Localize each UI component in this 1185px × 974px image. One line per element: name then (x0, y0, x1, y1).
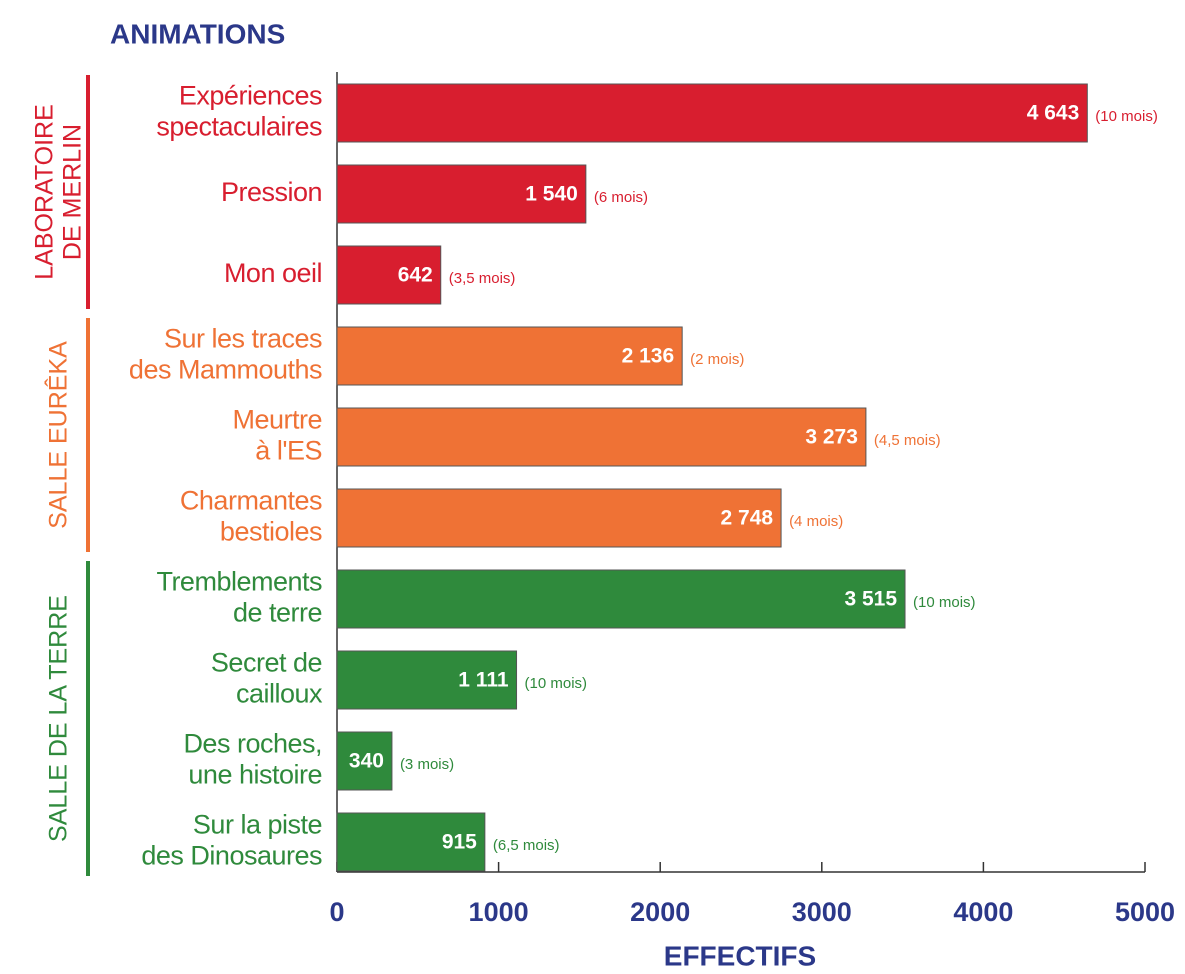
group-label: LABORATOIRE DE MERLIN (31, 104, 87, 280)
bar (336, 83, 1088, 143)
bar (336, 164, 587, 224)
category-label: Secret de (211, 648, 322, 678)
x-axis-label: EFFECTIFS (664, 940, 816, 971)
annotation: (6 mois) (594, 189, 648, 206)
value-label: 642 (398, 264, 433, 287)
bar (336, 812, 486, 872)
x-tick-label: 5000 (1115, 897, 1175, 927)
value-label: 2 136 (622, 345, 675, 368)
category-label: des Mammouths (129, 355, 322, 385)
category-label: Mon oeil (224, 258, 322, 288)
value-label: 1 540 (525, 183, 578, 206)
x-tick-label: 2000 (630, 897, 690, 927)
value-label: 915 (442, 831, 477, 854)
bar (336, 731, 393, 791)
annotation: (10 mois) (913, 594, 976, 611)
category-label: Sur la piste (193, 810, 322, 840)
annotation: (6,5 mois) (493, 837, 560, 854)
category-label: Expériences (179, 81, 322, 111)
bar (336, 245, 442, 305)
annotation: (3,5 mois) (449, 270, 516, 287)
value-label: 3 273 (805, 426, 858, 449)
category-label: Charmantes (180, 486, 322, 516)
group-label-line: DE MERLIN (59, 124, 87, 260)
value-label: 4 643 (1027, 102, 1080, 125)
annotation: (4 mois) (789, 513, 843, 530)
bar (336, 407, 867, 467)
group-label: SALLE EURÊKA (44, 341, 73, 529)
chart-title: ANIMATIONS (110, 18, 285, 49)
group-label: SALLE DE LA TERRE (45, 595, 73, 842)
category-label: Meurtre (232, 405, 322, 435)
annotation: (10 mois) (525, 675, 588, 692)
category-label: Des roches, (183, 729, 322, 759)
bar (336, 650, 518, 710)
annotation: (4,5 mois) (874, 432, 941, 449)
x-tick-label: 3000 (792, 897, 852, 927)
group-label-line: LABORATOIRE (31, 104, 59, 280)
value-label: 3 515 (844, 588, 897, 611)
category-label: Tremblements (156, 567, 322, 597)
group-label-line: SALLE EURÊKA (44, 341, 73, 529)
x-tick-label: 4000 (953, 897, 1013, 927)
annotation: (3 mois) (400, 756, 454, 773)
category-label: à l'ES (255, 436, 322, 466)
category-label: Pression (221, 177, 322, 207)
category-label: cailloux (236, 679, 323, 709)
annotation: (2 mois) (690, 351, 744, 368)
category-label: de terre (233, 598, 322, 628)
value-label: 1 111 (458, 669, 509, 692)
bar (336, 488, 782, 548)
x-tick-label: 1000 (469, 897, 529, 927)
group-label-line: SALLE DE LA TERRE (45, 595, 73, 842)
category-label: bestioles (220, 517, 322, 547)
value-label: 340 (349, 750, 384, 773)
annotation: (10 mois) (1095, 108, 1158, 125)
x-tick-label: 0 (329, 897, 344, 927)
category-label: Sur les traces (164, 324, 322, 354)
bar (336, 326, 683, 386)
category-label: spectaculaires (156, 112, 322, 142)
category-label: des Dinosaures (141, 841, 322, 871)
category-label: une histoire (188, 760, 322, 790)
value-label: 2 748 (721, 507, 774, 530)
bar (336, 569, 906, 629)
